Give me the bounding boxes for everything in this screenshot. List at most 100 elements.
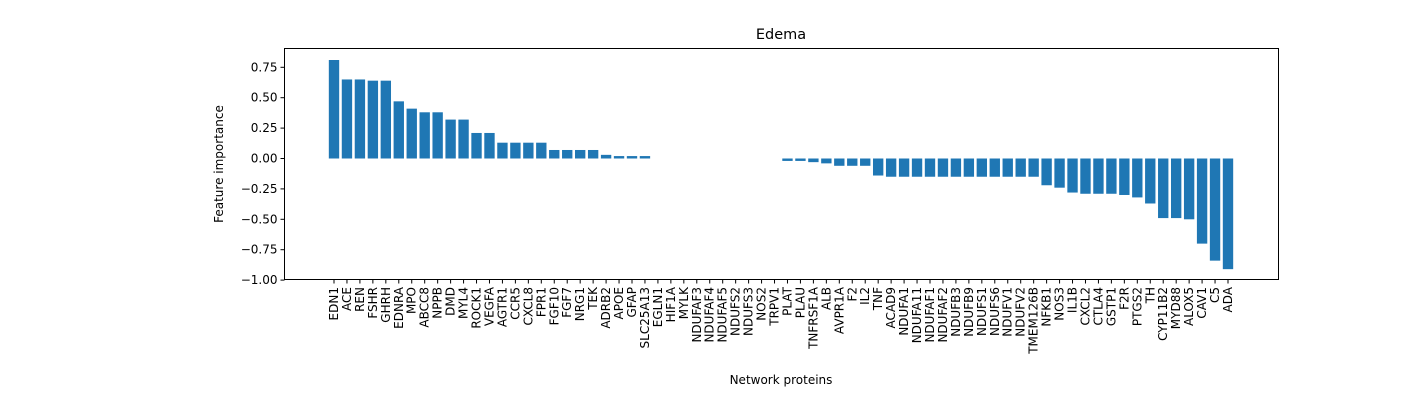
y-tick-label: −1.00 <box>241 273 278 287</box>
x-tick-label: CAV1 <box>1195 287 1209 319</box>
bar-ndufaf1 <box>924 158 936 177</box>
bar-ndufb9 <box>963 158 975 177</box>
y-tick-label: −0.75 <box>241 243 278 257</box>
bar-tek <box>587 149 599 159</box>
x-tick-label: PLAU <box>793 287 807 318</box>
x-tick-label: FGF10 <box>547 287 561 325</box>
x-tick-label: NPPB <box>431 287 445 319</box>
x-tick-label: NDUFS3 <box>742 287 756 336</box>
x-tick-label: TNF <box>871 287 885 311</box>
bar-ada <box>1222 158 1234 270</box>
bar-tnf <box>872 158 884 176</box>
x-tick-label: NDUFA1 <box>897 287 911 336</box>
x-tick-label: ROCK1 <box>470 287 484 329</box>
x-tick-label: EDNRA <box>392 286 406 329</box>
x-tick-label: TEK <box>586 286 600 311</box>
bar-f2r <box>1119 158 1130 195</box>
bar-fpr1 <box>536 142 547 159</box>
bar-cxcl8 <box>523 142 534 159</box>
bar-myl4 <box>458 119 469 159</box>
bar-cav1 <box>1196 158 1208 244</box>
x-tick-label: GHRH <box>379 287 393 323</box>
x-tick-label: HIF1A <box>664 286 678 322</box>
x-tick-label: IL1B <box>1066 287 1080 313</box>
x-tick-label: FSHR <box>366 287 380 319</box>
bar-alox5 <box>1183 158 1195 220</box>
y-tick-label: 0.00 <box>251 152 278 166</box>
bar-gfap <box>626 156 638 159</box>
bar-c5 <box>1209 158 1221 261</box>
x-tick-label: MYLK <box>677 286 691 319</box>
x-tick-label: EGLN1 <box>651 287 665 327</box>
x-tick-label: ACE <box>340 287 354 311</box>
bar-ctla4 <box>1093 158 1104 194</box>
x-axis-title: Network proteins <box>730 373 833 387</box>
chart-title: Edema <box>756 27 806 43</box>
x-tick-label: APOE <box>612 287 626 319</box>
x-tick-label: NDUFV2 <box>1014 287 1028 337</box>
x-tick-label: REN <box>353 287 367 312</box>
x-tick-label: CCR5 <box>508 287 522 320</box>
bar-nppb <box>432 112 443 159</box>
y-axis-title: Feature importance <box>212 105 226 223</box>
bar-ptgs2 <box>1132 158 1143 198</box>
y-axis: 0.75 0.50 0.25 0.00 −0.25 −0.50 −0.75 −1.00 <box>241 60 285 287</box>
bar-vegfa <box>484 132 495 159</box>
bar-ren <box>354 79 366 159</box>
bar-apoe <box>613 156 625 159</box>
x-tick-label: F2 <box>845 287 859 302</box>
bar-plat <box>782 158 793 161</box>
x-tick-label: DMD <box>444 287 458 316</box>
bar-f2 <box>847 158 858 166</box>
bar-nos3 <box>1054 158 1065 188</box>
bar-fshr <box>367 80 379 159</box>
bar-adrb2 <box>600 154 612 159</box>
bar-tnfrsf1a <box>808 158 819 163</box>
bar-tmem126b <box>1028 158 1039 177</box>
bar-il2 <box>860 158 871 166</box>
bar-gstp1 <box>1106 158 1117 194</box>
bar-ndufa11 <box>911 158 923 177</box>
bar-ndufv2 <box>1015 158 1026 177</box>
bar-fgf10 <box>549 149 560 159</box>
bar-avpr1a <box>834 158 845 166</box>
x-tick-label: IL2 <box>858 287 872 305</box>
x-tick-label: NFKB1 <box>1040 287 1054 327</box>
x-tick-label: ADA <box>1221 286 1235 312</box>
x-tick-label: NDUFB3 <box>949 287 963 337</box>
x-tick-label: PTGS2 <box>1130 287 1144 326</box>
bar-ndufs6 <box>989 158 1000 177</box>
x-tick-label: PLAT <box>780 286 794 315</box>
bar-slc25a13 <box>639 156 651 159</box>
x-tick-label: AGTR1 <box>495 287 509 327</box>
x-tick-label: NOS3 <box>1053 287 1067 321</box>
bar-nrg1 <box>574 149 586 159</box>
bar-mpo <box>406 108 417 159</box>
x-tick-label: ADRB2 <box>599 287 613 329</box>
bar-ndufaf2 <box>937 158 949 177</box>
x-tick-label: NDUFAF3 <box>690 287 704 343</box>
x-tick-label: NDUFS1 <box>975 287 989 336</box>
x-tick-label: NDUFS6 <box>988 287 1002 336</box>
x-tick-label: NDUFAF5 <box>716 287 730 343</box>
x-tick-label: MPO <box>405 287 419 314</box>
x-tick-label: NDUFAF2 <box>936 287 950 343</box>
bar-plau <box>795 158 806 161</box>
bar-rock1 <box>471 132 482 159</box>
y-tick-label: −0.25 <box>241 182 278 196</box>
x-tick-label: CXCL8 <box>521 287 535 325</box>
x-tick-label: MYL4 <box>457 287 471 319</box>
x-tick-label: NDUFA11 <box>910 287 924 343</box>
x-tick-label: NRG1 <box>573 287 587 321</box>
bar-series <box>328 60 1234 270</box>
bar-dmd <box>445 119 456 159</box>
x-tick-label: NDUFAF1 <box>923 287 937 343</box>
x-tick-label: FPR1 <box>534 287 548 317</box>
bar-myd88 <box>1170 158 1182 219</box>
x-tick-label: NDUFV1 <box>1001 287 1015 337</box>
bar-edn1 <box>328 60 340 159</box>
x-tick-label: AVPR1A <box>832 286 846 334</box>
bar-th <box>1145 158 1156 204</box>
